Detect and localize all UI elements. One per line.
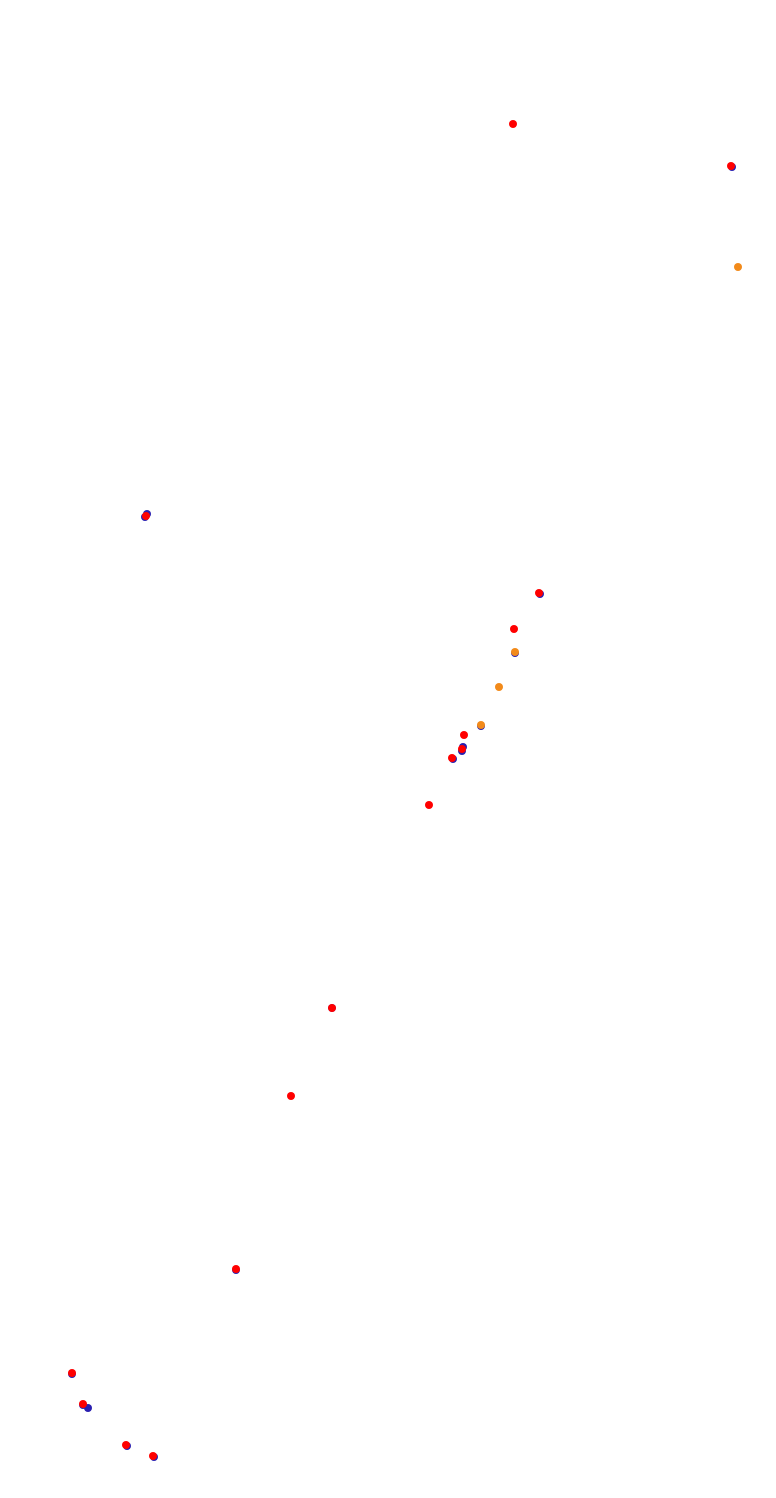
point (122, 1441, 130, 1449)
point (328, 1004, 336, 1012)
point (448, 754, 456, 762)
point (425, 801, 433, 809)
point (287, 1092, 295, 1100)
point (495, 683, 503, 691)
point (79, 1400, 87, 1408)
point (509, 120, 517, 128)
point (727, 162, 735, 170)
point (734, 263, 742, 271)
point (149, 1452, 157, 1460)
point (232, 1265, 240, 1273)
point (535, 589, 543, 597)
point (510, 625, 518, 633)
point (477, 721, 485, 729)
point (68, 1369, 76, 1377)
point (511, 648, 519, 656)
point (460, 731, 468, 739)
point (458, 745, 466, 753)
point (142, 512, 150, 520)
